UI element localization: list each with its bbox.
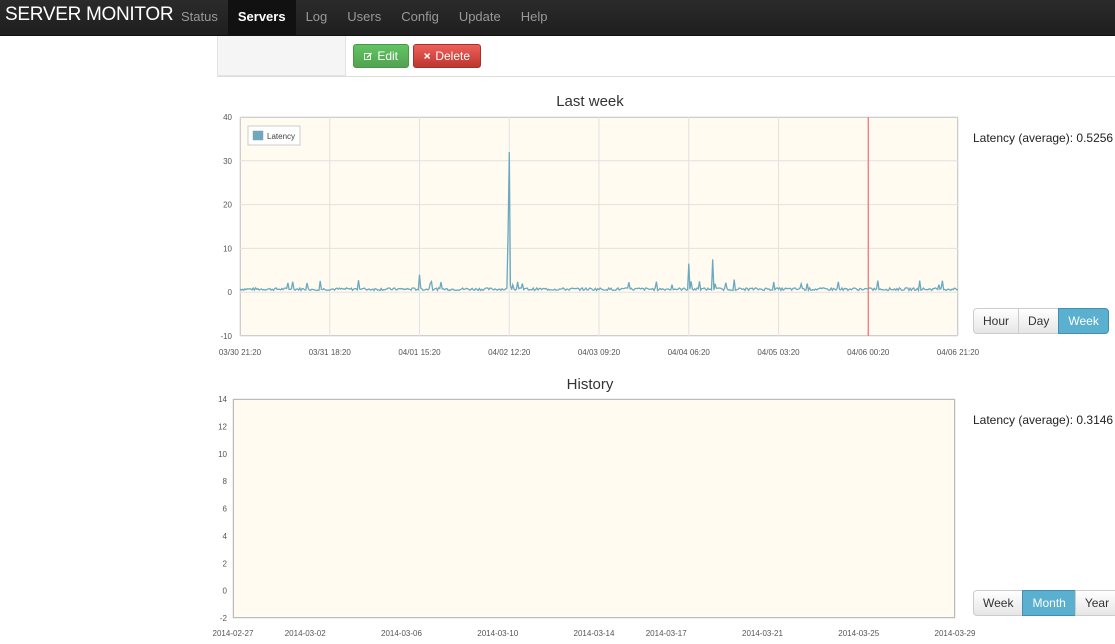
x-tick-label: 2014-03-21 [742, 629, 783, 638]
close-icon [424, 52, 431, 60]
y-tick-label: 0 [223, 587, 228, 596]
x-tick-label: 2014-03-02 [285, 629, 326, 638]
x-tick-label: 04/04 06:20 [668, 348, 711, 357]
delete-label: Delete [435, 49, 470, 63]
y-tick-label: 10 [218, 450, 227, 459]
edit-icon [364, 52, 372, 60]
x-tick-label: 04/01 15:20 [398, 348, 441, 357]
delete-button[interactable]: Delete [413, 44, 481, 68]
legend-swatch-latency [252, 130, 264, 141]
nav-servers[interactable]: Servers [227, 0, 296, 35]
history-plot [233, 399, 955, 618]
range-week-button[interactable]: Week [973, 590, 1024, 616]
y-tick-label: -10 [220, 332, 232, 341]
range-hour-button[interactable]: Hour [973, 308, 1020, 334]
x-tick-label: 2014-03-14 [574, 629, 615, 638]
y-tick-label: 2 [223, 559, 228, 568]
toolbar-area [217, 36, 1115, 77]
x-tick-label: 04/05 03:20 [757, 348, 800, 357]
range-year-button[interactable]: Year [1074, 590, 1115, 616]
y-tick-label: 14 [218, 395, 227, 404]
y-tick-label: -2 [220, 614, 228, 623]
y-tick-label: 12 [218, 422, 227, 431]
y-tick-label: 8 [223, 477, 228, 486]
range-month-button[interactable]: Month [1022, 590, 1076, 616]
x-tick-label: 2014-03-17 [646, 629, 687, 638]
nav-users[interactable]: Users [347, 9, 382, 24]
edit-label: Edit [377, 49, 398, 63]
legend-label-latency: Latency [267, 132, 295, 141]
x-tick-label: 2014-03-06 [381, 629, 422, 638]
range-day-button[interactable]: Day [1018, 308, 1060, 334]
y-tick-label: 0 [228, 288, 233, 297]
x-tick-label: 2014-02-27 [213, 629, 254, 638]
x-tick-label: 2014-03-29 [935, 629, 976, 638]
range-week-button[interactable]: Week [1058, 308, 1109, 334]
edit-button[interactable]: Edit [353, 44, 409, 68]
x-tick-label: 04/06 21:20 [937, 348, 980, 357]
x-tick-label: 03/30 21:20 [219, 348, 262, 357]
y-tick-label: 20 [223, 201, 232, 210]
navbar: SERVER MONITOR Status Servers Log Users … [0, 0, 1115, 36]
nav-log[interactable]: Log [305, 9, 328, 24]
y-tick-label: 4 [223, 532, 228, 541]
main-nav: Status Servers Log Users Config Update H… [171, 0, 557, 35]
history-title: History [566, 376, 614, 393]
last-week-title: Last week [556, 93, 624, 110]
x-tick-label: 2014-03-10 [477, 629, 518, 638]
x-tick-label: 04/03 09:20 [578, 348, 621, 357]
history-range-group: Week Month Year [973, 590, 1115, 616]
nav-help[interactable]: Help [520, 9, 548, 24]
x-tick-label: 04/06 00:20 [847, 348, 890, 357]
latency-series-line [239, 151, 958, 293]
x-tick-label: 03/31 18:20 [309, 348, 352, 357]
last-week-average: Latency (average): 0.5256 [973, 131, 1114, 145]
nav-update[interactable]: Update [458, 9, 501, 24]
app-title[interactable]: SERVER MONITOR [5, 4, 174, 25]
y-tick-label: 40 [223, 113, 232, 122]
nav-config[interactable]: Config [401, 9, 439, 24]
nav-status[interactable]: Status [181, 9, 218, 24]
last-week-range-group: Hour Day Week [973, 308, 1109, 334]
x-tick-label: 04/02 12:20 [488, 348, 531, 357]
y-tick-label: 30 [223, 157, 232, 166]
y-tick-label: 6 [223, 505, 228, 514]
y-tick-label: 10 [223, 244, 232, 253]
history-average: Latency (average): 0.3146 [973, 413, 1114, 427]
x-tick-label: 2014-03-25 [838, 629, 879, 638]
toolbar-side-panel [217, 36, 346, 76]
